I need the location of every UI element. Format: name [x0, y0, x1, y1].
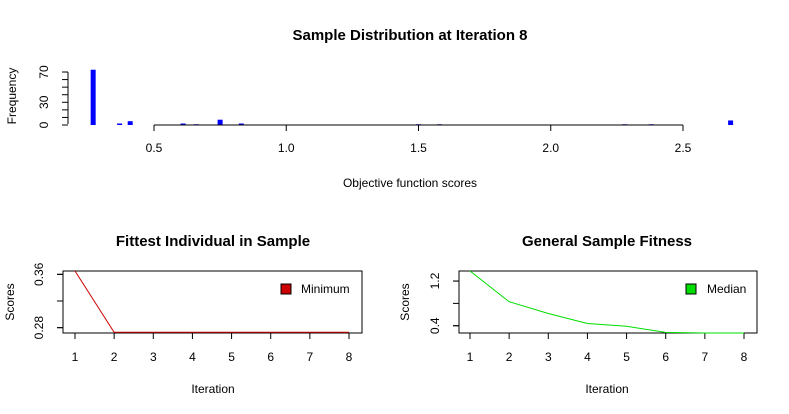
histogram-panel: Sample Distribution at Iteration 8 0.5 1.…: [5, 27, 734, 190]
general-plot-box: [458, 270, 758, 334]
general-x-tick-label: 2: [506, 350, 513, 364]
general-x-tick-label: 4: [584, 350, 591, 364]
general-x-tick-label: 6: [662, 350, 669, 364]
general-y-label: Scores: [398, 283, 412, 320]
fittest-y-tick-label: 0.28: [32, 316, 46, 340]
histogram-bar-2: [127, 121, 133, 125]
general-panel: General Sample Fitness 1 2 3 4 5 6 7 8 0.4 1.2 M…: [398, 233, 758, 396]
fittest-title: Fittest Individual in Sample: [116, 233, 310, 250]
general-x-tick-label: 8: [741, 350, 748, 364]
histogram-y-tick-label: 70: [37, 65, 51, 79]
fittest-x-ticks: 1 2 3 4 5 6 7 8: [72, 333, 353, 364]
fittest-legend: Minimum: [280, 282, 350, 296]
fittest-x-tick-label: 8: [346, 350, 353, 364]
general-x-tick-label: 5: [623, 350, 630, 364]
histogram-y-ticks: 0 30 70: [37, 65, 68, 128]
general-x-ticks: 1 2 3 4 5 6 7 8: [467, 333, 748, 364]
fittest-y-tick-label: 0.36: [32, 262, 46, 286]
fittest-x-label: Iteration: [191, 382, 234, 396]
general-y-ticks: 0.4 1.2: [428, 272, 459, 334]
histogram-x-ticks: 0.5 1.0 1.5 2.0 2.5: [146, 125, 692, 155]
histogram-bar-3: [180, 123, 186, 125]
histogram-x-tick-label: 1.0: [278, 141, 295, 155]
general-x-tick-label: 3: [545, 350, 552, 364]
histogram-y-tick-label: 0: [37, 121, 51, 128]
histogram-bar-11: [728, 120, 734, 125]
histogram-bars: [90, 69, 734, 125]
fittest-panel: Fittest Individual in Sample 1 2 3 4 5 6 7 8 0.…: [3, 233, 363, 396]
general-legend-swatch: [685, 283, 697, 295]
general-legend-label: Median: [707, 282, 746, 296]
general-y-tick-label: 0.4: [428, 317, 442, 334]
general-x-tick-label: 7: [702, 350, 709, 364]
general-median-line: [469, 270, 744, 334]
general-title: General Sample Fitness: [522, 233, 692, 250]
histogram-bar-6: [238, 123, 244, 125]
general-legend: Median: [685, 282, 746, 296]
fittest-legend-label: Minimum: [301, 282, 350, 296]
fittest-plot-box: [62, 270, 363, 334]
histogram-x-tick-label: 2.0: [542, 141, 559, 155]
histogram-x-label: Objective function scores: [343, 176, 477, 190]
fittest-x-tick-label: 4: [189, 350, 196, 364]
histogram-bar-1: [117, 123, 123, 125]
histogram-x-tick-label: 1.5: [410, 141, 427, 155]
fittest-x-tick-label: 7: [307, 350, 314, 364]
general-x-label: Iteration: [585, 382, 628, 396]
histogram-y-tick-label: 30: [37, 95, 51, 109]
histogram-x-tick-label: 2.5: [675, 141, 692, 155]
histogram-x-tick-label: 0.5: [146, 141, 163, 155]
fittest-x-tick-label: 6: [267, 350, 274, 364]
fittest-legend-swatch: [280, 283, 292, 295]
general-y-tick-label: 1.2: [428, 272, 442, 289]
fittest-x-tick-label: 3: [150, 350, 157, 364]
general-x-tick-label: 1: [467, 350, 474, 364]
fittest-y-ticks: 0.28 0.36: [32, 262, 63, 339]
histogram-bar-5: [217, 119, 223, 125]
fittest-x-tick-label: 5: [228, 350, 235, 364]
fittest-minimum-line: [74, 270, 349, 333]
fittest-x-tick-label: 2: [111, 350, 118, 364]
fittest-y-label: Scores: [3, 283, 17, 320]
histogram-y-label: Frequency: [5, 68, 19, 125]
fittest-x-tick-label: 1: [72, 350, 79, 364]
histogram-bar-0: [90, 69, 96, 125]
histogram-title: Sample Distribution at Iteration 8: [292, 27, 527, 44]
